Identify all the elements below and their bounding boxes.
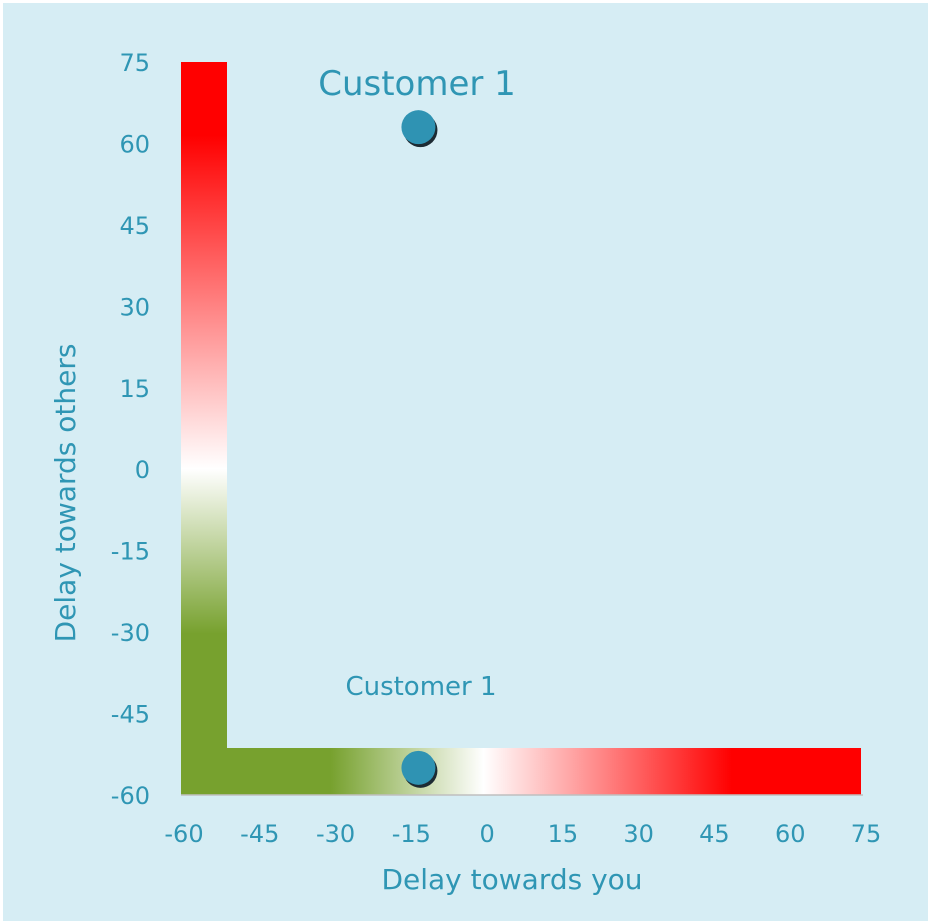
x-tick-label: 15 bbox=[548, 820, 579, 848]
scatter-point bbox=[401, 750, 436, 785]
x-tick-label: 0 bbox=[479, 820, 494, 848]
x-tick-label: -60 bbox=[164, 820, 203, 848]
chart-frame: 75 60 45 30 15 0 -15 -30 -45 -60 -60 -45 -30 -15 0 15 3… bbox=[3, 3, 928, 921]
point-label-customer-1-bottom: Customer 1 bbox=[345, 672, 496, 702]
y-tick-label: 30 bbox=[119, 293, 150, 321]
x-tick-label: -30 bbox=[316, 820, 355, 848]
point-label-customer-1-top: Customer 1 bbox=[318, 64, 516, 104]
horizontal-gradient-band bbox=[181, 748, 861, 795]
y-tick-label: -45 bbox=[111, 701, 150, 729]
y-tick-label: -60 bbox=[111, 782, 150, 810]
y-tick-label: 60 bbox=[119, 130, 150, 158]
y-tick-label: 15 bbox=[119, 375, 150, 403]
x-axis-title: Delay towards you bbox=[381, 863, 642, 896]
y-tick-label: 0 bbox=[135, 456, 150, 484]
y-axis-ticks: 75 60 45 30 15 0 -15 -30 -45 -60 bbox=[111, 49, 150, 810]
vertical-gradient-band bbox=[181, 62, 227, 795]
data-points bbox=[401, 110, 438, 788]
x-tick-label: 30 bbox=[623, 820, 654, 848]
y-tick-label: 45 bbox=[119, 212, 150, 240]
x-axis-ticks: -60 -45 -30 -15 0 15 30 45 60 75 bbox=[164, 820, 881, 848]
scatter-point bbox=[401, 110, 436, 145]
x-tick-label: -45 bbox=[240, 820, 279, 848]
x-tick-label: 75 bbox=[851, 820, 882, 848]
y-tick-label: -15 bbox=[111, 538, 150, 566]
y-axis-title: Delay towards others bbox=[49, 344, 82, 643]
scatter-chart: 75 60 45 30 15 0 -15 -30 -45 -60 -60 -45 -30 -15 0 15 3… bbox=[49, 49, 881, 896]
y-tick-label: 75 bbox=[119, 49, 150, 77]
y-tick-label: -30 bbox=[111, 619, 150, 647]
x-tick-label: 45 bbox=[699, 820, 730, 848]
x-tick-label: -15 bbox=[392, 820, 431, 848]
x-tick-label: 60 bbox=[775, 820, 806, 848]
